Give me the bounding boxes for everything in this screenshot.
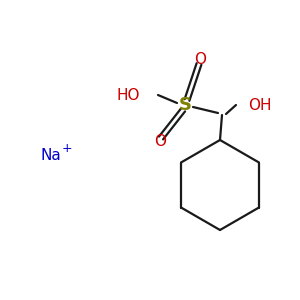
Text: O: O: [154, 134, 166, 149]
Text: S: S: [178, 96, 191, 114]
Text: OH: OH: [248, 98, 272, 112]
Text: Na: Na: [40, 148, 61, 164]
Text: +: +: [62, 142, 72, 155]
Text: HO: HO: [116, 88, 140, 103]
Text: O: O: [194, 52, 206, 68]
